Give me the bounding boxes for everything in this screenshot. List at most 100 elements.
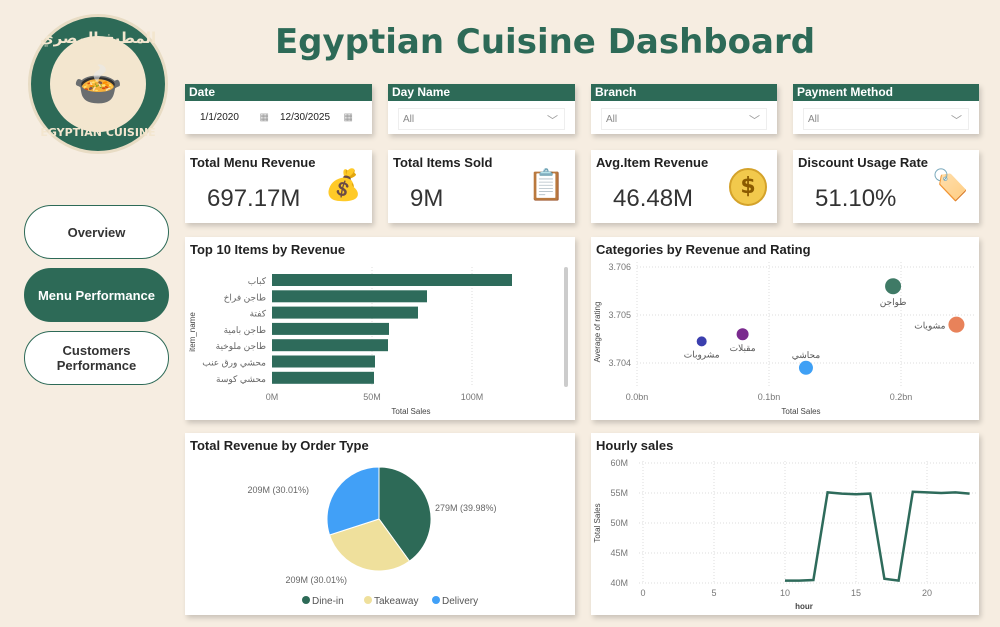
- nav-customers-performance-button[interactable]: Customers Performance: [24, 331, 169, 385]
- logo-english-text: EGYPTIAN CUISINE: [40, 126, 156, 139]
- x-tick-label: 5: [711, 588, 716, 598]
- x-tick-label: 0.0bn: [626, 392, 649, 402]
- coins-growth-icon: 💰: [324, 168, 362, 203]
- chevron-down-icon: ﹀: [749, 115, 760, 127]
- y-tick-label: 50M: [610, 518, 628, 528]
- y-tick-label: 60M: [610, 458, 628, 468]
- y-axis-title: Average of rating: [593, 302, 602, 363]
- kpi-discount-usage-rate: Discount Usage Rate 51.10% 🏷️: [793, 150, 979, 223]
- bar: [272, 274, 512, 286]
- slice-label: 279M (39.98%): [435, 503, 497, 513]
- x-axis-title: Total Sales: [781, 407, 820, 416]
- scrollbar[interactable]: [564, 267, 568, 387]
- point-label: محاشي: [792, 350, 821, 360]
- payment-method-slicer: Payment Method All ﹀: [793, 84, 979, 134]
- x-axis-title: hour: [795, 602, 813, 611]
- date-slicer-label: Date: [185, 84, 372, 101]
- dollar-coin-icon: $: [729, 168, 767, 206]
- branch-dropdown[interactable]: All ﹀: [601, 108, 767, 130]
- x-tick-label: 0M: [266, 392, 279, 402]
- chart-title: Categories by Revenue and Rating: [596, 242, 811, 257]
- hourly-sales-chart: Hourly sales 0 5 10 15 20 60M 55M 50M 45M 40M hour…: [591, 433, 979, 615]
- x-tick-label: 0.2bn: [890, 392, 913, 402]
- line-chart-svg: 0 5 10 15 20 60M 55M 50M 45M 40M hour Total Sales: [593, 458, 976, 611]
- y-tick-label: 55M: [610, 488, 628, 498]
- end-date-input[interactable]: 12/30/2025 ▦: [275, 108, 355, 128]
- legend-marker: [302, 596, 310, 604]
- kpi-title: Avg.Item Revenue: [596, 155, 709, 170]
- branch-slicer-label: Branch: [591, 84, 777, 101]
- point-label: مشويات: [914, 321, 945, 332]
- y-axis-title: Total Sales: [593, 503, 602, 542]
- series-line: [785, 490, 970, 582]
- y-tick-label: محشي كوسة: [216, 374, 266, 385]
- scatter-chart-svg: 0.0bn 0.1bn 0.2bn 3.706 3.705 3.704 طواجن مشويا…: [593, 262, 976, 416]
- bar: [272, 355, 375, 368]
- scatter-point: [736, 328, 749, 341]
- bar: [272, 290, 427, 303]
- y-tick-label: طاجن ملوخية: [216, 341, 266, 352]
- bar: [272, 306, 418, 319]
- payment-method-dropdown[interactable]: All ﹀: [803, 108, 969, 130]
- day-name-dropdown[interactable]: All ﹀: [398, 108, 565, 130]
- kpi-title: Total Items Sold: [393, 155, 493, 170]
- chart-title: Hourly sales: [596, 438, 674, 453]
- kpi-value: 51.10%: [815, 185, 897, 212]
- clipboard-icon: 📋: [527, 168, 565, 203]
- y-tick-label: طاجن بامية: [224, 325, 266, 336]
- chevron-down-icon: ﹀: [951, 115, 962, 127]
- date-slicer: Date 1/1/2020 ▦ 12/30/2025 ▦: [185, 84, 372, 134]
- x-tick-label: 20: [922, 588, 932, 598]
- x-tick-label: 50M: [363, 392, 381, 402]
- bar: [272, 339, 388, 352]
- x-tick-label: 15: [851, 588, 861, 598]
- kpi-value: 9M: [410, 185, 444, 212]
- order-type-pie-chart: Total Revenue by Order Type 279M (39.98%…: [185, 433, 575, 615]
- page-title: Egyptian Cuisine Dashboard: [274, 22, 816, 62]
- legend-label: Takeaway: [374, 596, 418, 607]
- y-axis-title: item_name: [188, 312, 197, 352]
- slice-label: 209M (30.01%): [247, 485, 309, 495]
- nav-menu-performance-button[interactable]: Menu Performance: [24, 268, 169, 322]
- x-tick-label: 10: [780, 588, 790, 598]
- kpi-total-items-sold: Total Items Sold 9M 📋: [388, 150, 575, 223]
- kpi-title: Discount Usage Rate: [798, 155, 929, 170]
- scatter-point: [798, 360, 813, 375]
- y-tick-label: 40M: [610, 578, 628, 588]
- nav-overview-button[interactable]: Overview: [24, 205, 169, 259]
- x-axis-title: Total Sales: [391, 407, 430, 416]
- x-tick-label: 0.1bn: [758, 392, 781, 402]
- bar: [272, 371, 374, 384]
- x-tick-label: 0: [640, 588, 645, 598]
- bar: [272, 322, 389, 335]
- payment-method-value: All: [808, 114, 820, 125]
- branch-slicer: Branch All ﹀: [591, 84, 777, 134]
- calendar-icon[interactable]: ▦: [343, 112, 353, 123]
- calendar-icon[interactable]: ▦: [259, 112, 269, 123]
- pie-slice: [378, 466, 432, 562]
- legend-marker: [364, 596, 372, 604]
- scatter-point: [696, 336, 707, 347]
- brand-logo: المطبخ المصري 🍲 EGYPTIAN CUISINE: [28, 14, 168, 154]
- point-label: طواجن: [880, 297, 907, 308]
- slice-label: 209M (30.01%): [285, 575, 347, 585]
- y-tick-label: كباب: [248, 276, 267, 286]
- kpi-value: 697.17M: [207, 185, 301, 212]
- pie-chart-svg: 279M (39.98%) 209M (30.01%) 209M (30.01%) D…: [247, 466, 497, 607]
- y-tick-label: 3.705: [608, 310, 631, 320]
- x-tick-label: 100M: [461, 392, 484, 402]
- day-name-slicer-label: Day Name: [388, 84, 575, 101]
- pie-slice: [326, 466, 380, 536]
- y-tick-label: 45M: [610, 548, 628, 558]
- end-date-value: 12/30/2025: [280, 112, 331, 123]
- branch-value: All: [606, 114, 618, 125]
- top-items-chart: Top 10 Items by Revenue 0M 50M 100M كباب طاج…: [185, 237, 575, 420]
- scatter-point: [885, 278, 902, 295]
- start-date-value: 1/1/2020: [200, 112, 239, 123]
- logo-arabic-text: المطبخ المصري: [39, 29, 157, 47]
- food-bowl-icon: 🍲: [50, 36, 146, 132]
- start-date-input[interactable]: 1/1/2020 ▦: [195, 108, 271, 128]
- legend-label: Delivery: [442, 596, 478, 607]
- payment-method-slicer-label: Payment Method: [793, 84, 979, 101]
- kpi-total-menu-revenue: Total Menu Revenue 697.17M 💰: [185, 150, 372, 223]
